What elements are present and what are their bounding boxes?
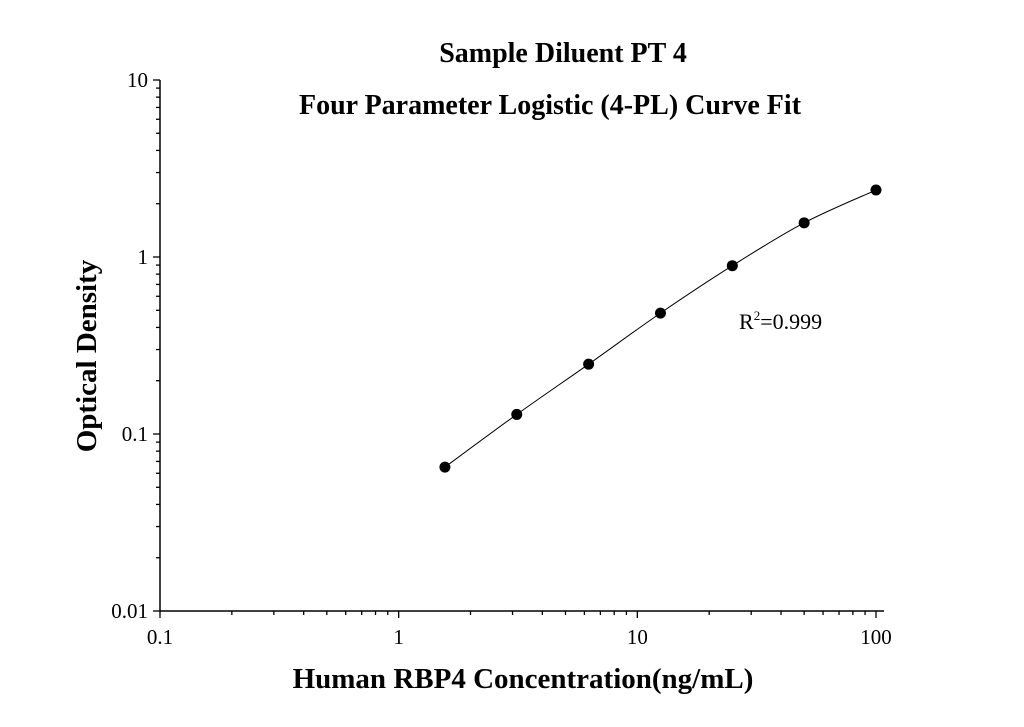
r-squared-annotation: R2=0.999 [739,308,822,334]
data-point [583,358,595,370]
x-axis-label: Human RBP4 Concentration(ng/mL) [293,663,754,695]
data-point [870,184,882,196]
r-squared-superscript: 2 [754,308,761,323]
data-point [439,461,451,473]
y-tick-label: 0.01 [111,599,148,623]
x-tick-label: 10 [627,625,648,649]
y-tick-label: 10 [127,68,148,92]
data-point [798,217,810,229]
x-tick-label: 0.1 [147,625,173,649]
data-point [726,260,738,272]
x-tick-label: 100 [860,625,892,649]
y-tick-label: 0.1 [122,422,148,446]
chart-title: Sample Diluent PT 4 [439,38,687,69]
data-point [511,408,523,420]
y-axis-label: Optical Density [71,259,103,452]
r-squared-value: =0.999 [760,309,822,334]
r-squared-base: R [739,309,754,334]
chart-subtitle: Four Parameter Logistic (4-PL) Curve Fit [299,90,802,121]
data-point [654,307,666,319]
y-tick-label: 1 [138,245,149,269]
x-tick-label: 1 [393,625,404,649]
